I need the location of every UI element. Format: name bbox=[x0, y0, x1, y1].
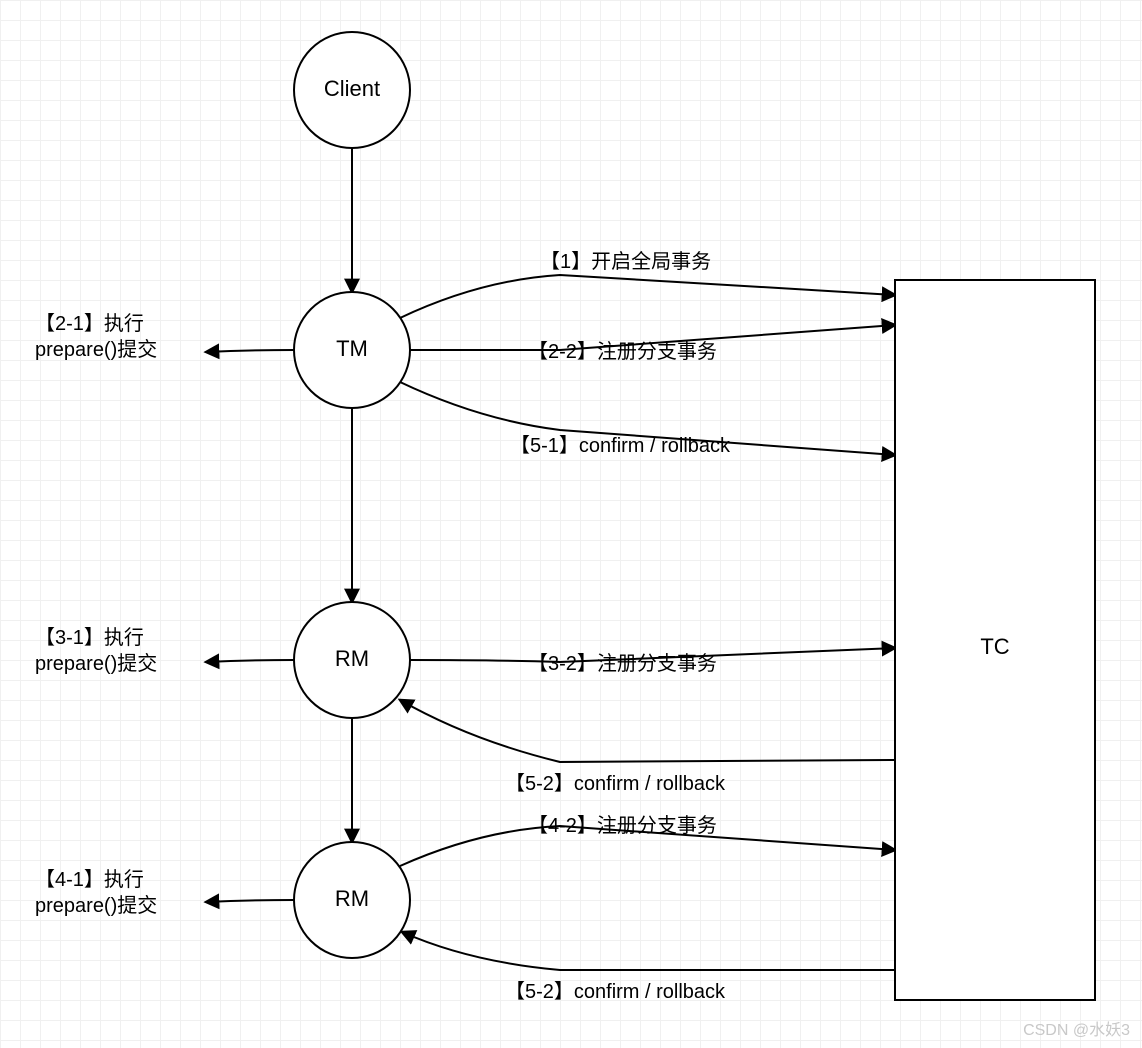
label-1: 【1】开启全局事务 bbox=[540, 250, 711, 273]
label-3-1: 【3-1】执行 prepare()提交 bbox=[35, 626, 157, 675]
label-5-1: 【5-1】confirm / rollback bbox=[510, 435, 731, 457]
edge-1 bbox=[400, 275, 895, 318]
node-rm1-label: RM bbox=[335, 646, 369, 671]
node-client-label: Client bbox=[324, 76, 380, 101]
node-tm-label: TM bbox=[336, 336, 368, 361]
node-tc-label: TC bbox=[980, 634, 1009, 659]
nodes: Client TM RM RM TC bbox=[294, 32, 1095, 1000]
edge-52b bbox=[402, 932, 895, 970]
label-5-2b: 【5-2】confirm / rollback bbox=[505, 981, 726, 1003]
edge-rm1-left bbox=[206, 660, 294, 662]
label-2-1: 【2-1】执行 prepare()提交 bbox=[35, 312, 157, 361]
diagram-canvas: Client TM RM RM TC 【2-1】执行 prepare()提交 【… bbox=[0, 0, 1142, 1048]
edge-rm2-left bbox=[206, 900, 294, 902]
label-4-1: 【4-1】执行 prepare()提交 bbox=[35, 868, 157, 917]
edge-52a bbox=[400, 700, 895, 762]
label-2-2: 【2-2】注册分支事务 bbox=[528, 340, 717, 363]
node-rm2-label: RM bbox=[335, 886, 369, 911]
label-3-2: 【3-2】注册分支事务 bbox=[528, 652, 717, 675]
label-5-2a: 【5-2】confirm / rollback bbox=[505, 773, 726, 795]
label-4-2: 【4-2】注册分支事务 bbox=[528, 814, 717, 837]
edge-tm-left bbox=[206, 350, 294, 352]
watermark: CSDN @水妖3 bbox=[1023, 1016, 1130, 1040]
